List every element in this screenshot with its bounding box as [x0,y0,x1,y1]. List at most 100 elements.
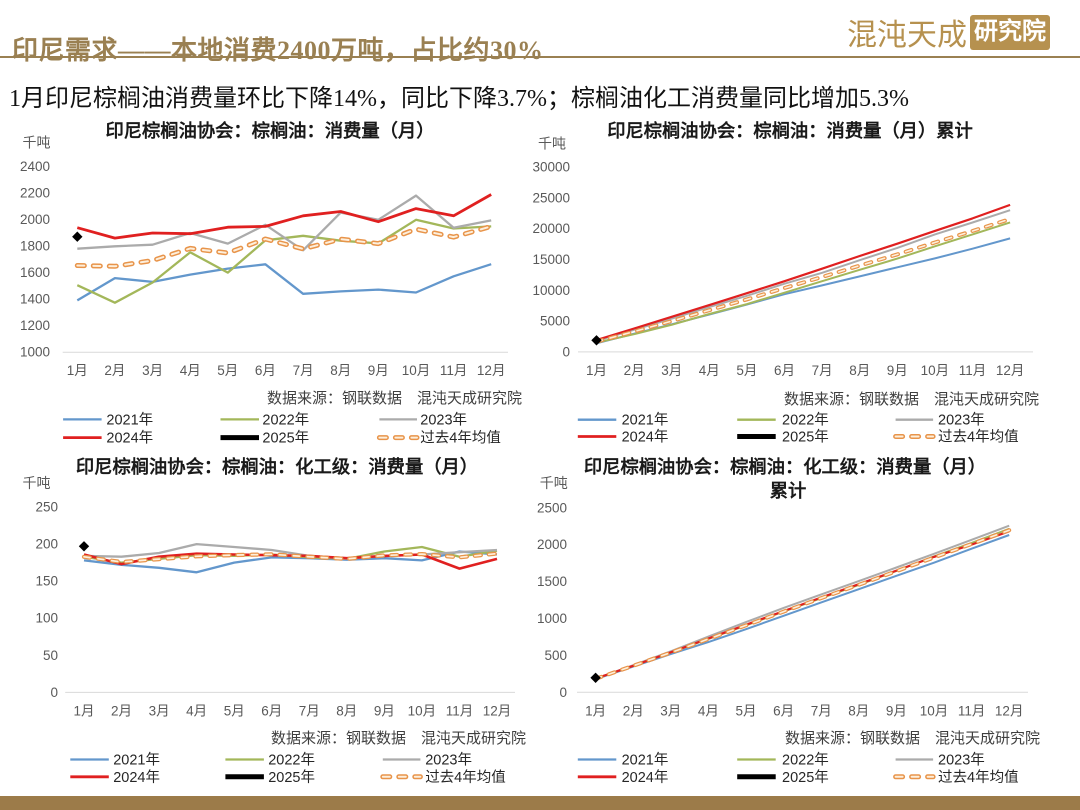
svg-text:数据来源：钢联数据 混沌天成研究院: 数据来源：钢联数据 混沌天成研究院 [271,729,526,747]
svg-text:1600: 1600 [20,265,50,280]
svg-text:千吨: 千吨 [538,137,566,153]
svg-text:0: 0 [562,344,570,359]
svg-text:4月: 4月 [186,703,207,718]
svg-text:3月: 3月 [660,703,681,718]
svg-text:11月: 11月 [440,363,468,378]
svg-text:数据来源：钢联数据 混沌天成研究院: 数据来源：钢联数据 混沌天成研究院 [785,729,1040,747]
svg-text:2025年: 2025年 [782,769,829,786]
svg-text:3月: 3月 [149,703,170,718]
svg-text:2月: 2月 [624,363,645,378]
svg-text:2022年: 2022年 [268,752,315,769]
svg-text:2022年: 2022年 [782,752,829,769]
svg-text:6月: 6月 [774,363,795,378]
svg-text:7月: 7月 [812,363,833,378]
svg-text:7月: 7月 [811,703,832,718]
svg-text:11月: 11月 [446,703,474,718]
svg-text:数据来源：钢联数据 混沌天成研究院: 数据来源：钢联数据 混沌天成研究院 [267,389,522,407]
svg-text:2022年: 2022年 [262,411,309,428]
svg-text:50: 50 [43,648,58,663]
svg-text:2023年: 2023年 [938,752,985,769]
svg-text:12月: 12月 [996,363,1025,378]
svg-text:2025年: 2025年 [262,430,309,447]
svg-text:8月: 8月 [849,363,870,378]
svg-text:7月: 7月 [299,703,320,718]
svg-text:过去4年均值: 过去4年均值 [938,429,1019,446]
svg-text:印尼棕榈油协会：棕榈油：消费量（月）: 印尼棕榈油协会：棕榈油：消费量（月） [105,120,434,141]
svg-text:2200: 2200 [20,185,50,200]
svg-text:11月: 11月 [959,363,987,378]
svg-text:4月: 4月 [699,363,720,378]
svg-text:2021年: 2021年 [106,411,153,428]
svg-text:5月: 5月 [217,363,238,378]
svg-text:12月: 12月 [995,703,1024,718]
svg-text:150: 150 [35,574,58,589]
svg-text:1400: 1400 [20,292,50,307]
svg-text:3月: 3月 [142,363,163,378]
svg-text:2025年: 2025年 [268,769,315,786]
svg-text:10月: 10月 [921,363,950,378]
svg-text:20000: 20000 [532,221,570,236]
svg-text:过去4年均值: 过去4年均值 [425,769,506,786]
svg-text:2023年: 2023年 [425,752,472,769]
svg-text:1月: 1月 [586,363,607,378]
svg-text:印尼棕榈油协会：棕榈油：化工级：消费量（月）: 印尼棕榈油协会：棕榈油：化工级：消费量（月） [76,456,478,477]
svg-text:2月: 2月 [623,703,644,718]
svg-text:9月: 9月 [368,363,389,378]
svg-text:4月: 4月 [698,703,719,718]
svg-text:9月: 9月 [886,703,907,718]
svg-text:12月: 12月 [483,703,512,718]
svg-text:数据来源：钢联数据 混沌天成研究院: 数据来源：钢联数据 混沌天成研究院 [784,390,1039,408]
svg-text:2500: 2500 [537,500,567,515]
svg-text:过去4年均值: 过去4年均值 [938,769,1019,786]
svg-text:1500: 1500 [537,574,567,589]
svg-text:3月: 3月 [661,363,682,378]
svg-text:8月: 8月 [848,703,869,718]
svg-text:2025年: 2025年 [782,429,829,446]
svg-text:1月: 1月 [67,363,88,378]
svg-text:7月: 7月 [293,363,314,378]
svg-text:2021年: 2021年 [622,752,669,769]
svg-text:2400: 2400 [20,159,50,174]
svg-text:11月: 11月 [958,703,986,718]
svg-text:2月: 2月 [111,703,132,718]
svg-text:千吨: 千吨 [23,476,51,492]
svg-text:6月: 6月 [261,703,282,718]
svg-text:250: 250 [35,500,58,515]
svg-text:2021年: 2021年 [113,752,160,769]
svg-text:2000: 2000 [537,537,567,552]
svg-text:2024年: 2024年 [106,430,153,447]
svg-text:1000: 1000 [20,345,50,360]
svg-text:9月: 9月 [887,363,908,378]
svg-text:30000: 30000 [532,160,570,175]
svg-text:6月: 6月 [255,363,276,378]
svg-text:印尼棕榈油协会：棕榈油：消费量（月）累计: 印尼棕榈油协会：棕榈油：消费量（月）累计 [607,120,973,141]
svg-text:25000: 25000 [532,190,570,205]
svg-text:2021年: 2021年 [622,412,669,429]
svg-text:1200: 1200 [20,318,50,333]
svg-text:10月: 10月 [920,703,949,718]
svg-text:5月: 5月 [736,363,757,378]
svg-text:2023年: 2023年 [420,411,467,428]
svg-text:8月: 8月 [336,703,357,718]
svg-text:8月: 8月 [330,363,351,378]
svg-text:5000: 5000 [540,314,570,329]
svg-text:2024年: 2024年 [113,769,160,786]
svg-text:0: 0 [559,685,567,700]
svg-text:10000: 10000 [532,283,570,298]
svg-text:5月: 5月 [735,703,756,718]
svg-text:过去4年均值: 过去4年均值 [420,430,501,447]
svg-text:印尼棕榈油协会：棕榈油：化工级：消费量（月）: 印尼棕榈油协会：棕榈油：化工级：消费量（月） [584,456,986,477]
svg-text:10月: 10月 [402,363,431,378]
svg-text:6月: 6月 [773,703,794,718]
svg-text:1000: 1000 [537,611,567,626]
svg-text:1月: 1月 [585,703,606,718]
svg-text:12月: 12月 [477,363,506,378]
svg-text:4月: 4月 [180,363,201,378]
svg-text:2024年: 2024年 [622,769,669,786]
svg-text:千吨: 千吨 [23,136,51,152]
svg-text:1800: 1800 [20,239,50,254]
svg-text:0: 0 [50,685,58,700]
svg-text:2月: 2月 [104,363,125,378]
svg-text:9月: 9月 [374,703,395,718]
svg-text:2000: 2000 [20,212,50,227]
